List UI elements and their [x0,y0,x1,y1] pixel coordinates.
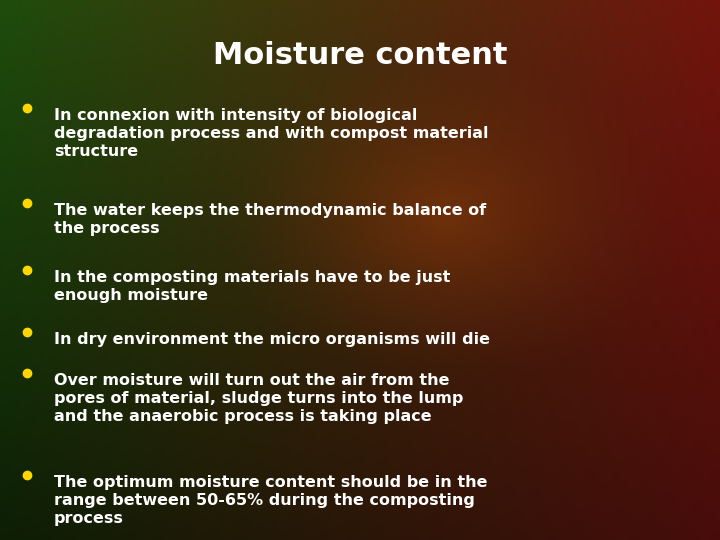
Text: The optimum moisture content should be in the
range between 50-65% during the co: The optimum moisture content should be i… [54,475,487,526]
Text: Moisture content: Moisture content [212,40,508,70]
Text: The water keeps the thermodynamic balance of
the process: The water keeps the thermodynamic balanc… [54,202,486,235]
Text: Over moisture will turn out the air from the
pores of material, sludge turns int: Over moisture will turn out the air from… [54,373,464,423]
Text: In dry environment the micro organisms will die: In dry environment the micro organisms w… [54,332,490,347]
Text: In the composting materials have to be just
enough moisture: In the composting materials have to be j… [54,270,451,303]
Text: In connexion with intensity of biological
degradation process and with compost m: In connexion with intensity of biologica… [54,108,488,159]
